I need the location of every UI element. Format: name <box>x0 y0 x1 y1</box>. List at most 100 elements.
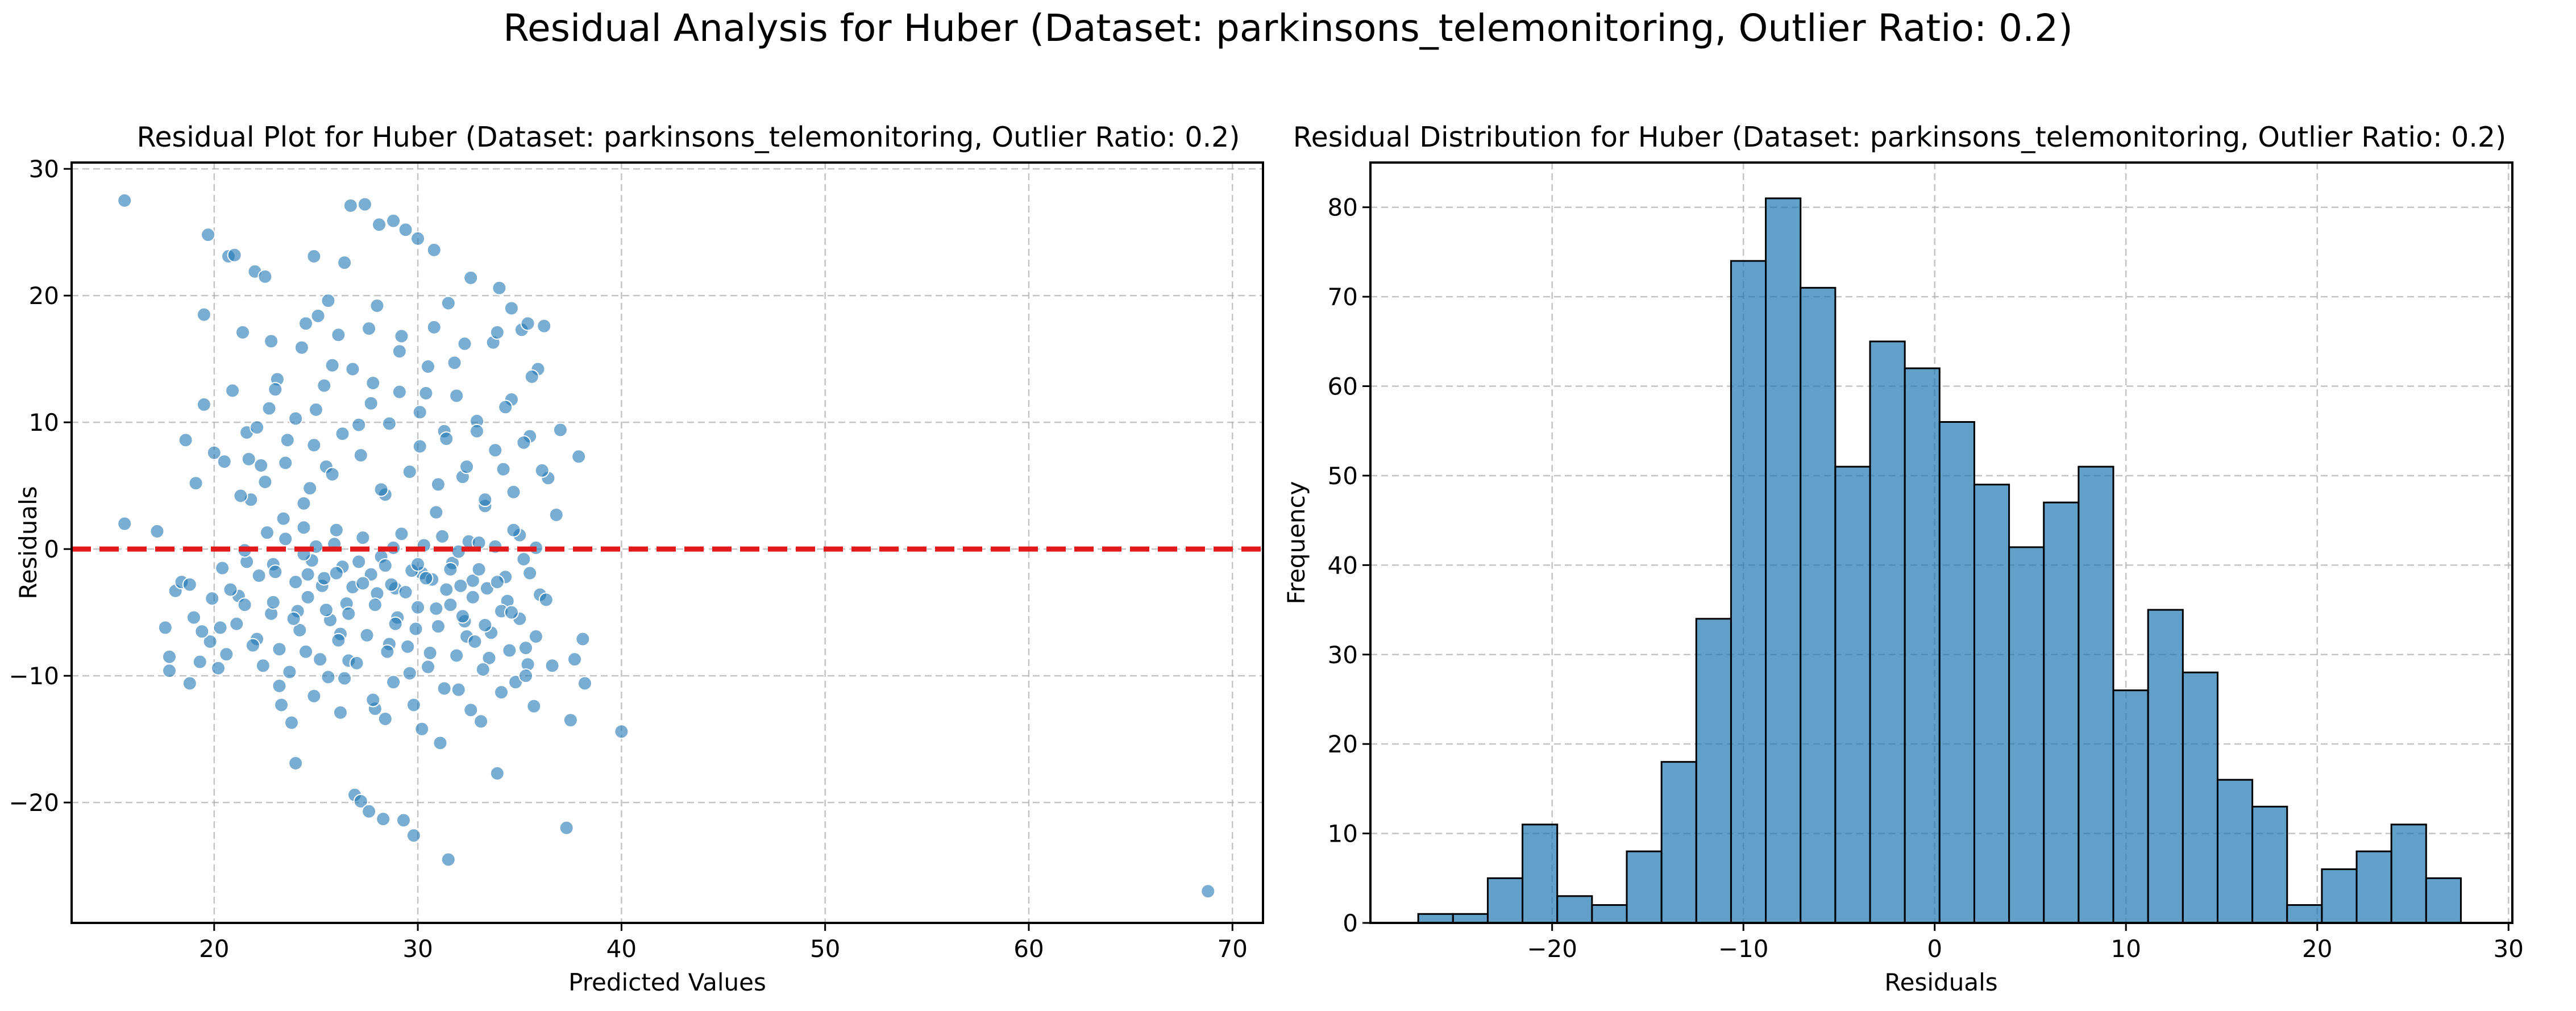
scatter-point <box>377 558 393 573</box>
scatter-point <box>343 198 358 213</box>
scatter-point <box>439 582 454 597</box>
scatter-point <box>430 619 446 634</box>
scatter-point <box>318 602 334 618</box>
scatter-point <box>526 698 542 714</box>
scatter-point <box>298 644 314 659</box>
scatter-point <box>524 369 539 384</box>
histogram-y-tick-label: 10 <box>1328 820 1358 848</box>
scatter-point <box>537 318 552 334</box>
scatter-point <box>516 435 531 450</box>
scatter-point <box>306 438 322 453</box>
scatter-point <box>325 467 340 482</box>
scatter-point <box>563 713 578 728</box>
scatter-point <box>194 624 210 639</box>
scatter-point <box>369 298 385 313</box>
scatter-point <box>278 531 293 547</box>
scatter-point <box>1200 884 1216 899</box>
histogram-x-tick-label: 20 <box>2302 935 2332 963</box>
histogram-y-tick-label: 20 <box>1328 730 1358 758</box>
scatter-point <box>421 359 436 375</box>
scatter-point <box>306 249 322 264</box>
scatter-point <box>506 522 521 538</box>
scatter-point <box>259 525 275 540</box>
scatter-point <box>465 573 480 588</box>
histogram-bars <box>1417 197 2462 924</box>
scatter-x-tick-label: 70 <box>1218 935 1248 963</box>
histogram-y-tick-label: 30 <box>1328 641 1358 669</box>
scatter-point <box>504 605 519 620</box>
histogram-y-tick-label: 50 <box>1328 462 1358 490</box>
scatter-point <box>502 643 517 658</box>
scatter-point <box>559 820 574 835</box>
scatter-ticks: 20 30 40 50 60 70 −20 −10 0 10 20 30 <box>9 155 1248 963</box>
scatter-point <box>473 714 489 729</box>
scatter-point <box>362 804 377 819</box>
scatter-point <box>210 660 226 676</box>
histogram-bar <box>2043 501 2080 924</box>
scatter-point <box>449 648 464 663</box>
scatter-point <box>282 664 297 680</box>
scatter-point <box>261 401 277 416</box>
histogram-x-tick-label: 0 <box>1927 935 1942 963</box>
scatter-point <box>217 454 232 469</box>
scatter-point <box>268 382 283 397</box>
histogram-bar <box>1522 823 1559 924</box>
scatter-point <box>161 663 177 679</box>
histogram-x-tick-label: −20 <box>1527 935 1577 963</box>
scatter-point <box>400 639 416 654</box>
scatter-point <box>441 296 456 311</box>
scatter-point <box>489 324 505 340</box>
scatter-point <box>406 697 421 713</box>
histogram-y-tick-label: 80 <box>1328 194 1358 222</box>
scatter-point <box>264 334 279 349</box>
scatter-point <box>433 735 448 751</box>
scatter-point <box>331 327 346 343</box>
scatter-point <box>489 765 505 781</box>
histogram-bar <box>1938 421 1975 924</box>
histogram-bar <box>2425 877 2462 924</box>
histogram-ticks: −20 −10 0 10 20 30 0 10 20 30 40 50 60 70 80 <box>1328 194 2524 963</box>
histogram-bar <box>1695 618 1732 924</box>
scatter-point <box>443 597 458 613</box>
scatter-point <box>412 405 427 420</box>
scatter-point <box>272 678 287 693</box>
scatter-point <box>302 481 318 496</box>
scatter-point <box>441 852 456 867</box>
scatter-point <box>386 213 401 228</box>
histogram-bar <box>2008 546 2045 924</box>
scatter-point <box>341 606 356 621</box>
scatter-point <box>288 575 304 590</box>
scatter-point <box>443 561 458 577</box>
scatter-point <box>406 828 421 843</box>
scatter-point <box>412 439 427 454</box>
scatter-point <box>280 432 295 448</box>
scatter-point <box>372 217 387 232</box>
scatter-x-axis-label: Predicted Values <box>568 968 766 996</box>
scatter-point <box>465 589 480 605</box>
scatter-point <box>229 616 244 631</box>
scatter-point <box>351 554 367 569</box>
scatter-point <box>457 336 472 351</box>
scatter-point <box>306 688 322 704</box>
scatter-point <box>149 523 165 539</box>
scatter-point <box>481 650 497 665</box>
scatter-point <box>365 692 381 708</box>
scatter-point <box>257 474 273 489</box>
histogram-y-tick-label: 60 <box>1328 373 1358 401</box>
histogram-y-tick-label: 40 <box>1328 551 1358 579</box>
scatter-point <box>251 568 267 583</box>
scatter-point <box>265 594 281 610</box>
scatter-point <box>422 646 438 661</box>
scatter-point <box>449 388 464 403</box>
scatter-point <box>492 280 507 296</box>
scatter-point <box>329 565 344 581</box>
scatter-point <box>227 247 242 263</box>
scatter-point <box>477 617 493 633</box>
scatter-point <box>355 530 371 546</box>
residual-histogram: Residual Distribution for Huber (Dataset… <box>1282 121 2524 996</box>
scatter-point <box>488 443 503 458</box>
scatter-point <box>388 616 403 631</box>
scatter-y-tick-label: 20 <box>29 282 59 310</box>
scatter-y-tick-label: 0 <box>44 535 59 563</box>
